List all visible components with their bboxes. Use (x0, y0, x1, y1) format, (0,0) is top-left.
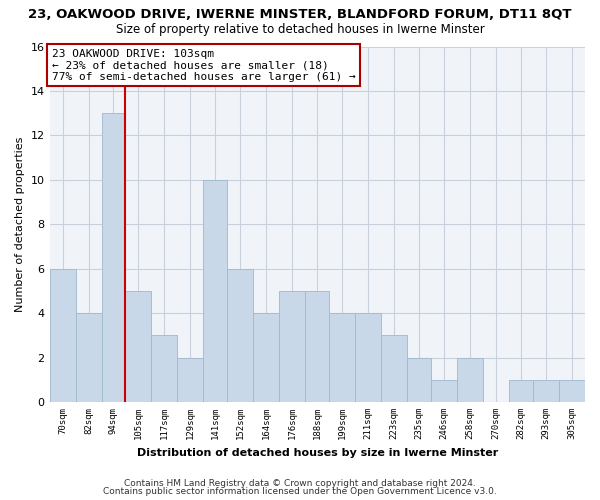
Bar (151, 336, 178, 402)
Bar (101, 113, 125, 402)
Bar (381, 336, 407, 402)
Bar (509, 380, 533, 402)
Text: 23 OAKWOOD DRIVE: 103sqm
← 23% of detached houses are smaller (18)
77% of semi-d: 23 OAKWOOD DRIVE: 103sqm ← 23% of detach… (52, 48, 355, 82)
Bar (431, 380, 457, 402)
Bar (125, 291, 151, 402)
Text: Contains public sector information licensed under the Open Government Licence v3: Contains public sector information licen… (103, 487, 497, 496)
Bar (253, 313, 280, 402)
Text: Contains HM Land Registry data © Crown copyright and database right 2024.: Contains HM Land Registry data © Crown c… (124, 478, 476, 488)
Bar (457, 358, 483, 402)
Bar (178, 358, 203, 402)
X-axis label: Distribution of detached houses by size in Iwerne Minster: Distribution of detached houses by size … (137, 448, 498, 458)
Bar (533, 380, 559, 402)
Text: Size of property relative to detached houses in Iwerne Minster: Size of property relative to detached ho… (116, 22, 484, 36)
Bar (280, 291, 305, 402)
Bar (407, 358, 431, 402)
Y-axis label: Number of detached properties: Number of detached properties (15, 136, 25, 312)
Bar (50, 268, 76, 402)
Bar (305, 291, 329, 402)
Bar (329, 313, 355, 402)
Text: 23, OAKWOOD DRIVE, IWERNE MINSTER, BLANDFORD FORUM, DT11 8QT: 23, OAKWOOD DRIVE, IWERNE MINSTER, BLAND… (28, 8, 572, 20)
Bar (355, 313, 381, 402)
Bar (76, 313, 101, 402)
Bar (227, 268, 253, 402)
Bar (559, 380, 585, 402)
Bar (203, 180, 227, 402)
